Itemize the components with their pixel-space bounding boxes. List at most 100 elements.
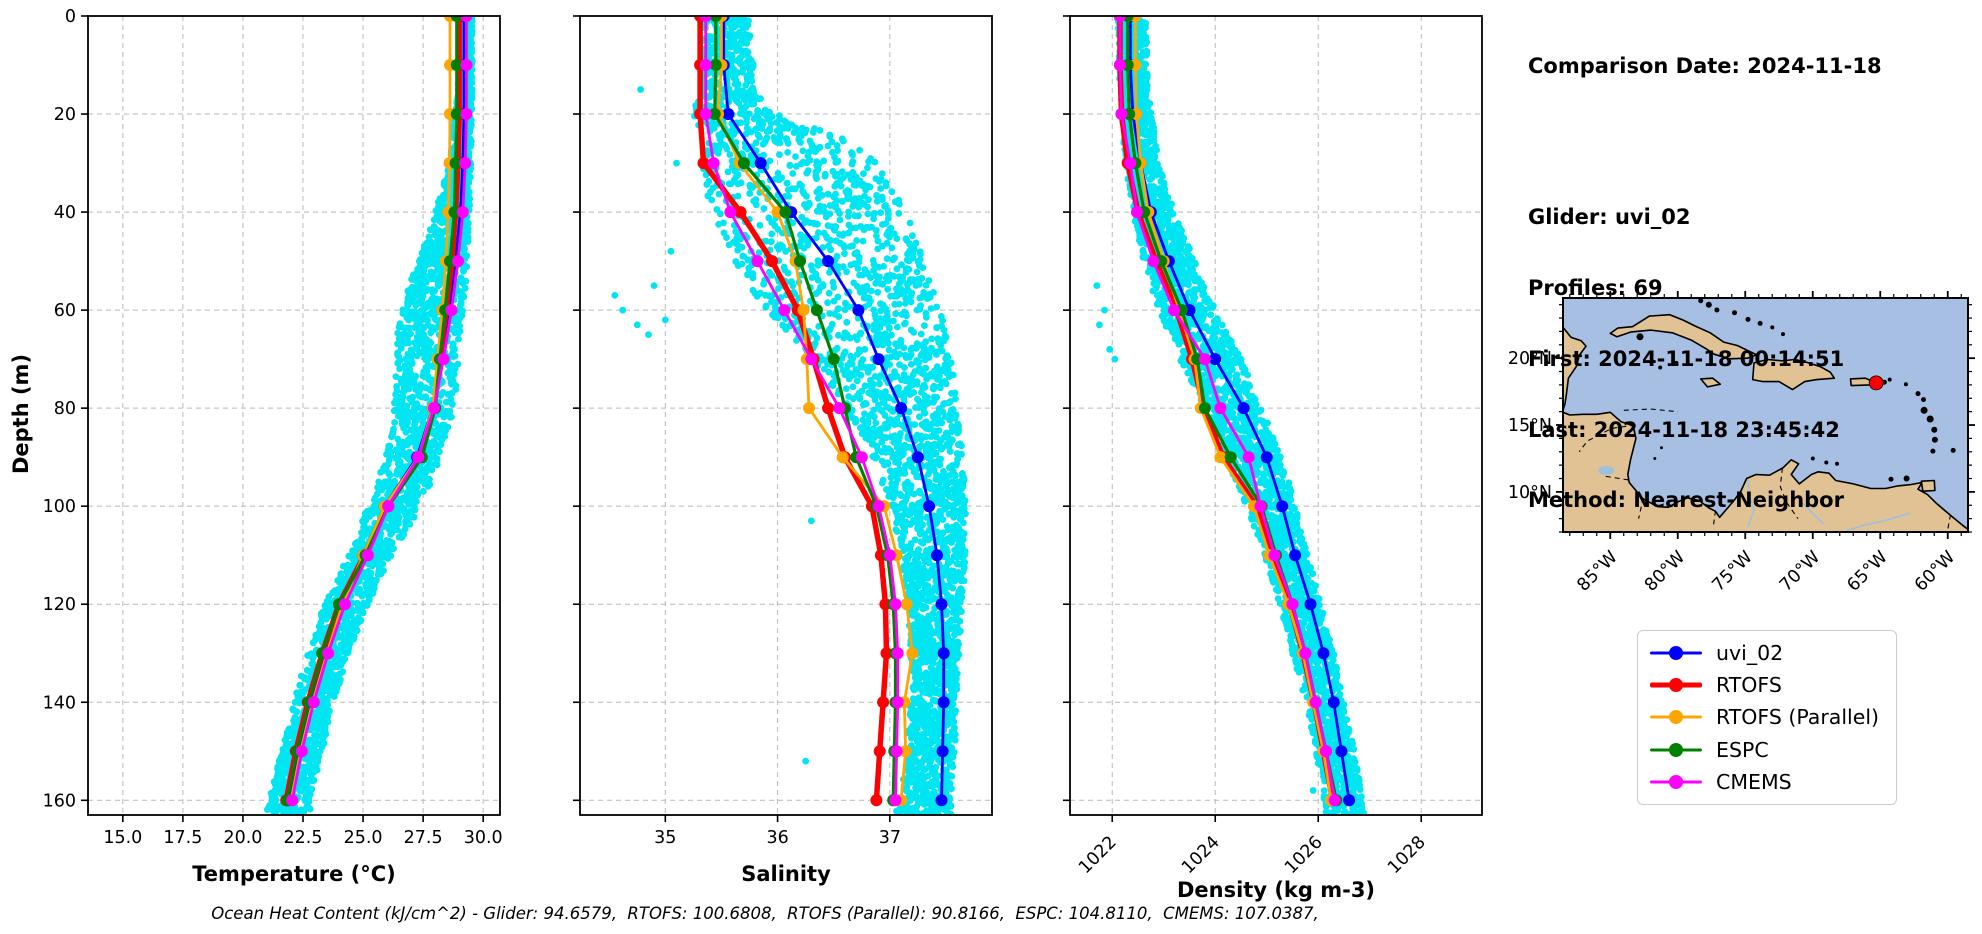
map-border-dashed [1638,497,1644,519]
marker-cmems [437,353,450,366]
marker-cmems [883,549,896,562]
legend-entry-cmems: CMEMS [1638,767,1896,797]
marker-uvi-02 [1260,451,1273,464]
y-tick-label: 40 [54,203,76,223]
marker-uvi-02 [936,745,949,758]
legend-swatch-rtofs-parallel [1650,710,1702,725]
x-tick-label: 15.0 [103,828,142,848]
marker-uvi-02 [935,794,948,807]
y-tick-label: 100 [43,497,76,517]
x-tick-label: 17.5 [163,828,202,848]
x-tick-label: 35 [654,828,676,848]
marker-cmems [891,696,904,709]
marker-espc [709,16,722,22]
legend-entry-rtofs: RTOFS [1638,670,1896,700]
x-tick-label: 1024 [1178,832,1224,878]
legend-swatch-rtofs [1650,678,1702,693]
marker-cmems [1214,402,1227,415]
y-tick-label: 20 [54,105,76,125]
marker-espc [1224,451,1237,464]
map-river [1846,512,1911,532]
marker-uvi-02 [1327,696,1340,709]
comparison-date-text: Comparison Date: 2024-11-18 [1528,54,1882,79]
map-island [1915,391,1921,397]
marker-uvi-02 [911,451,924,464]
map-island [1950,447,1956,453]
map-land [1699,377,1722,388]
marker-rtofs [880,647,893,660]
marker-uvi-02 [1335,745,1348,758]
marker-cmems [707,157,720,170]
x-tick-label: 1028 [1384,832,1430,878]
map-island [1835,461,1839,466]
map-island [1931,426,1938,433]
marker-rtofs [697,157,710,170]
map-island [1930,448,1936,454]
marker-cmems [452,255,464,268]
marker-cmems [872,500,885,513]
marker-cmems [445,304,458,317]
marker-cmems [286,794,299,807]
marker-cmems [1254,500,1267,513]
marker-cmems [427,402,440,415]
x-tick-label: 1026 [1281,832,1327,878]
salinity-panel: 35 36 37 [573,15,993,848]
marker-uvi-02 [1289,549,1302,562]
marker-cmems [339,598,351,611]
map-island [1888,476,1894,482]
marker-cmems [1114,16,1126,22]
marker-rtofs-parallel [797,304,810,317]
y-tick-label: 120 [43,595,76,615]
marker-rtofs [870,794,883,807]
map-land [1920,479,1936,492]
glider-scatter [1093,16,1367,815]
marker-cmems [1320,745,1332,758]
marker-cmems [889,794,902,807]
info-panel: Comparison Date: 2024-11-18 Glider: uvi_… [1528,8,1882,560]
marker-cmems [361,549,374,562]
legend-swatch-espc [1650,742,1702,757]
map-border-dashed [1602,475,1629,481]
x-tick-label: 1022 [1075,832,1121,878]
info-spacer [1528,126,1882,159]
y-axis-label-depth: Depth (m) [9,353,33,475]
marker-cmems [1299,647,1312,660]
marker-cmems [382,500,395,513]
map-island [1770,325,1775,330]
map-island [1781,332,1785,337]
map-lake [1598,465,1615,475]
map-island [1674,360,1679,365]
panel-frame [1069,15,1483,816]
panel-frame [87,15,501,816]
marker-espc [708,108,721,120]
map-inset: 85°W 80°W 75°W 70°W 65°W 60°W10°N15°N20°N [1508,291,1975,596]
marker-cmems [1309,696,1322,709]
map-island [1903,475,1910,482]
map-river [1747,479,1755,527]
legend: uvi_02 RTOFS RTOFS (Parallel) ESPC CMEMS [1637,630,1897,805]
marker-cmems [889,598,902,611]
legend-label-uvi-02: uvi_02 [1716,641,1784,666]
panel-frame [579,15,993,816]
map-island [1903,382,1908,387]
y-tick-label: 80 [54,399,76,419]
marker-uvi-02 [895,402,908,415]
axis-ticks: 15.0 17.5 20.0 22.5 25.0 27.5 30.0 0 20 40 60 80 100… [43,7,503,848]
marker-rtofs [822,402,835,415]
series-cmems [1114,16,1341,807]
map-island [1810,456,1815,461]
map-island [1926,415,1934,423]
ohc-caption: Ocean Heat Content (kJ/cm^2) - Glider: 9… [211,904,1319,923]
density-panel: 1022 1024 1026 1028 [1063,15,1483,878]
map-land [1563,411,1968,532]
glider-name-text: Glider: uvi_02 [1528,205,1691,230]
x-axis-label-temperature: Temperature (°C) [192,862,396,886]
marker-rtofs-parallel [803,402,815,415]
y-tick-label: 160 [43,791,76,811]
map-island [1714,307,1720,313]
marker-uvi-02 [1209,353,1222,366]
x-tick-label: 27.5 [404,828,443,848]
marker-uvi-02 [935,598,948,611]
marker-uvi-02 [1343,794,1356,807]
